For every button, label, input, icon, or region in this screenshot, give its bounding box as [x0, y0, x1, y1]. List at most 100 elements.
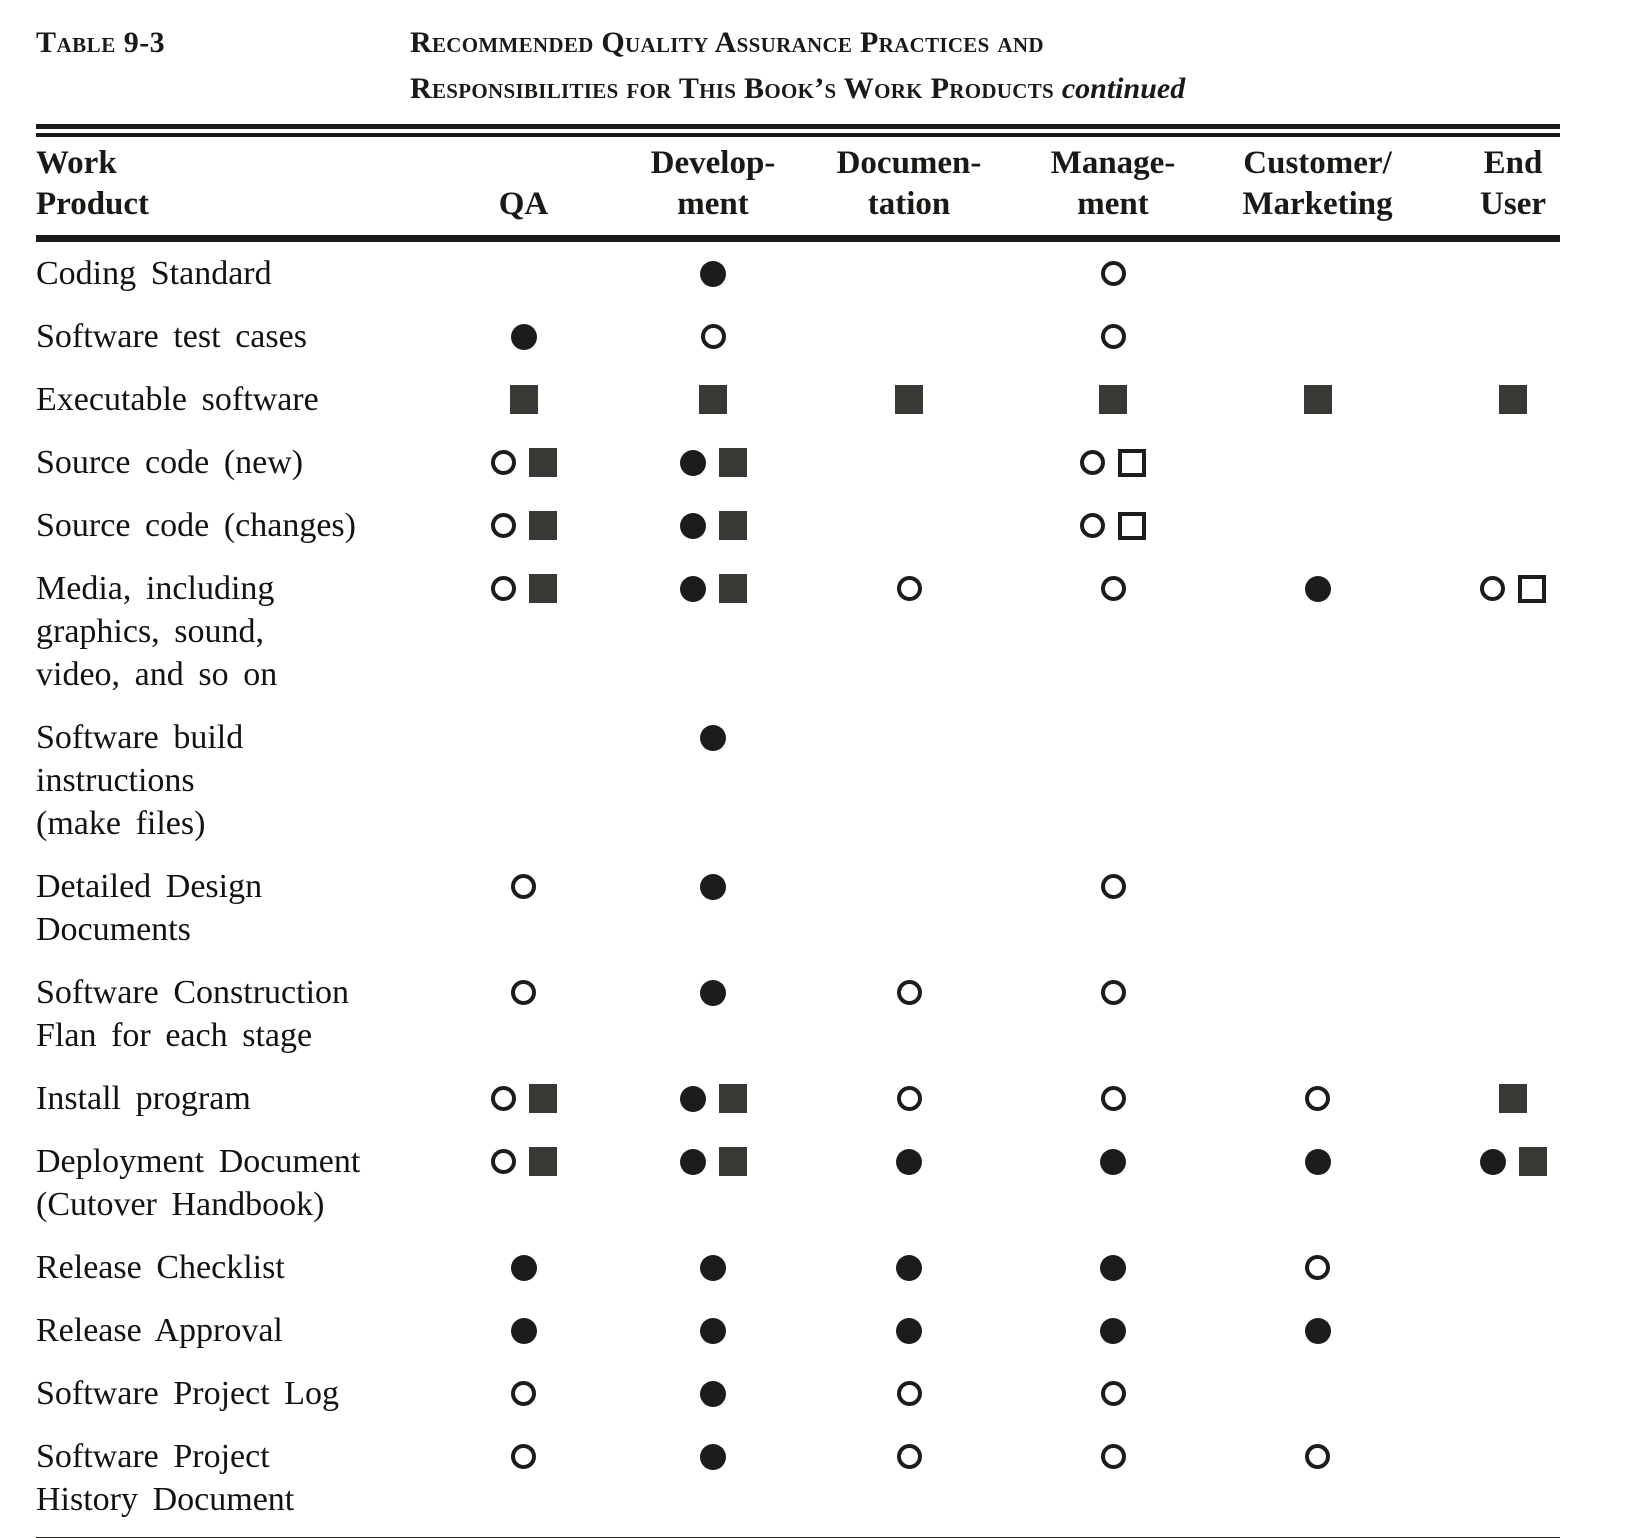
- cell-customer-marketing: [1217, 239, 1418, 306]
- filled-circle-icon: [510, 1254, 537, 1281]
- symbol-group: [617, 865, 809, 908]
- cell-management: [1009, 961, 1217, 1067]
- top-double-rule: [36, 124, 1560, 137]
- work-product-label: Release Approval: [36, 1299, 430, 1362]
- cell-documentation: [809, 368, 1009, 431]
- symbol-group: [1217, 716, 1418, 759]
- work-product-label-line: Documents: [36, 911, 191, 948]
- filled-circle-icon: [700, 873, 726, 900]
- symbol-group: [1009, 716, 1217, 759]
- cell-end-user: [1418, 557, 1560, 706]
- cell-qa: [430, 239, 617, 306]
- filled-square-icon: [528, 1084, 557, 1113]
- table-row: Software test cases: [36, 305, 1560, 368]
- cell-qa: [430, 557, 617, 706]
- cell-customer-marketing: [1217, 1067, 1418, 1130]
- symbol-group: [430, 865, 617, 908]
- symbol-group: [1418, 378, 1560, 421]
- cell-development: [617, 1130, 809, 1236]
- symbol-group: [1217, 971, 1418, 1014]
- open-circle-icon: [1305, 1444, 1330, 1469]
- symbol-group: [1009, 1309, 1217, 1352]
- work-product-label: Release Checklist: [36, 1236, 430, 1299]
- column-header-line: End: [1483, 145, 1543, 181]
- cell-qa: [430, 1299, 617, 1362]
- column-header-line: ment: [677, 186, 749, 222]
- symbol-group: [1217, 315, 1418, 358]
- work-product-label-line: Executable software: [36, 381, 319, 418]
- cell-customer-marketing: [1217, 855, 1418, 961]
- filled-square-icon: [509, 385, 538, 414]
- cell-development: [617, 431, 809, 494]
- column-header-end-user: End User: [1418, 137, 1560, 242]
- symbol-group: [430, 1372, 617, 1415]
- filled-square-icon: [1303, 385, 1332, 414]
- cell-end-user: [1418, 1067, 1560, 1130]
- symbol-group: [1009, 441, 1217, 484]
- cell-development: [617, 706, 809, 855]
- filled-circle-icon: [679, 449, 706, 476]
- symbol-group: [1217, 1246, 1418, 1289]
- work-product-label: Software Construction Flan for each stage: [36, 961, 430, 1067]
- symbol-group: [617, 1435, 809, 1478]
- filled-circle-icon: [1304, 575, 1331, 602]
- symbol-group: [1217, 504, 1418, 547]
- work-product-label-line: Software build: [36, 719, 244, 756]
- work-product-label: Source code (new): [36, 431, 430, 494]
- column-header-line: Customer/: [1243, 145, 1392, 181]
- symbol-group: [809, 1077, 1009, 1120]
- open-circle-icon: [490, 513, 516, 538]
- table-title-continued: continued: [1061, 72, 1186, 105]
- cell-management: [1009, 1425, 1217, 1531]
- cell-management: [1009, 1236, 1217, 1299]
- open-circle-icon: [490, 450, 516, 475]
- filled-circle-icon: [700, 724, 726, 751]
- cell-end-user: [1418, 305, 1560, 368]
- filled-circle-icon: [700, 1380, 726, 1407]
- cell-qa: [430, 1236, 617, 1299]
- symbol-group: [1009, 1140, 1217, 1183]
- cell-end-user: [1418, 1362, 1560, 1425]
- symbol-group: [809, 716, 1009, 759]
- table-row: Install program: [36, 1067, 1560, 1130]
- symbol-group: [1418, 1372, 1560, 1415]
- cell-development: [617, 305, 809, 368]
- filled-circle-icon: [700, 1254, 726, 1281]
- open-circle-icon: [490, 1086, 516, 1111]
- cell-qa: [430, 1425, 617, 1531]
- open-circle-icon: [1080, 450, 1105, 475]
- cell-documentation: [809, 1299, 1009, 1362]
- cell-qa: [430, 368, 617, 431]
- cell-end-user: [1418, 706, 1560, 855]
- cell-qa: [430, 706, 617, 855]
- cell-documentation: [809, 1236, 1009, 1299]
- open-circle-icon: [1305, 1086, 1330, 1111]
- symbol-group: [1418, 504, 1560, 547]
- symbol-group: [809, 441, 1009, 484]
- work-product-label-line: Coding Standard: [36, 255, 272, 292]
- cell-development: [617, 1299, 809, 1362]
- open-circle-icon: [511, 874, 536, 899]
- cell-development: [617, 1362, 809, 1425]
- cell-end-user: [1418, 368, 1560, 431]
- cell-documentation: [809, 1425, 1009, 1531]
- filled-circle-icon: [1479, 1148, 1506, 1175]
- symbol-group: [1418, 1435, 1560, 1478]
- symbol-group: [617, 1246, 809, 1289]
- symbol-group: [1217, 252, 1418, 295]
- header-row: Work Product QA Develop-ment Documen-tation M…: [36, 137, 1560, 242]
- filled-square-icon: [1499, 1084, 1527, 1113]
- open-circle-icon: [1100, 576, 1126, 601]
- work-product-label-line: Deployment Document: [36, 1143, 361, 1180]
- symbol-group: [1418, 1309, 1560, 1352]
- work-product-label-line: Software test cases: [36, 318, 307, 355]
- filled-circle-icon: [679, 575, 706, 602]
- symbol-group: [617, 1077, 809, 1120]
- work-product-label: Install program: [36, 1067, 430, 1130]
- symbol-group: [1217, 1372, 1418, 1415]
- symbol-group: [1418, 716, 1560, 759]
- cell-documentation: [809, 706, 1009, 855]
- cell-end-user: [1418, 431, 1560, 494]
- symbol-group: [430, 1309, 617, 1352]
- symbol-group: [1217, 1140, 1418, 1183]
